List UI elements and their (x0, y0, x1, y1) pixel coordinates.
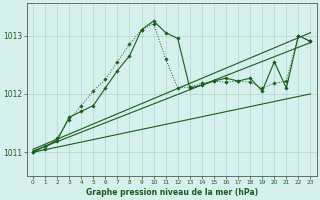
X-axis label: Graphe pression niveau de la mer (hPa): Graphe pression niveau de la mer (hPa) (86, 188, 258, 197)
